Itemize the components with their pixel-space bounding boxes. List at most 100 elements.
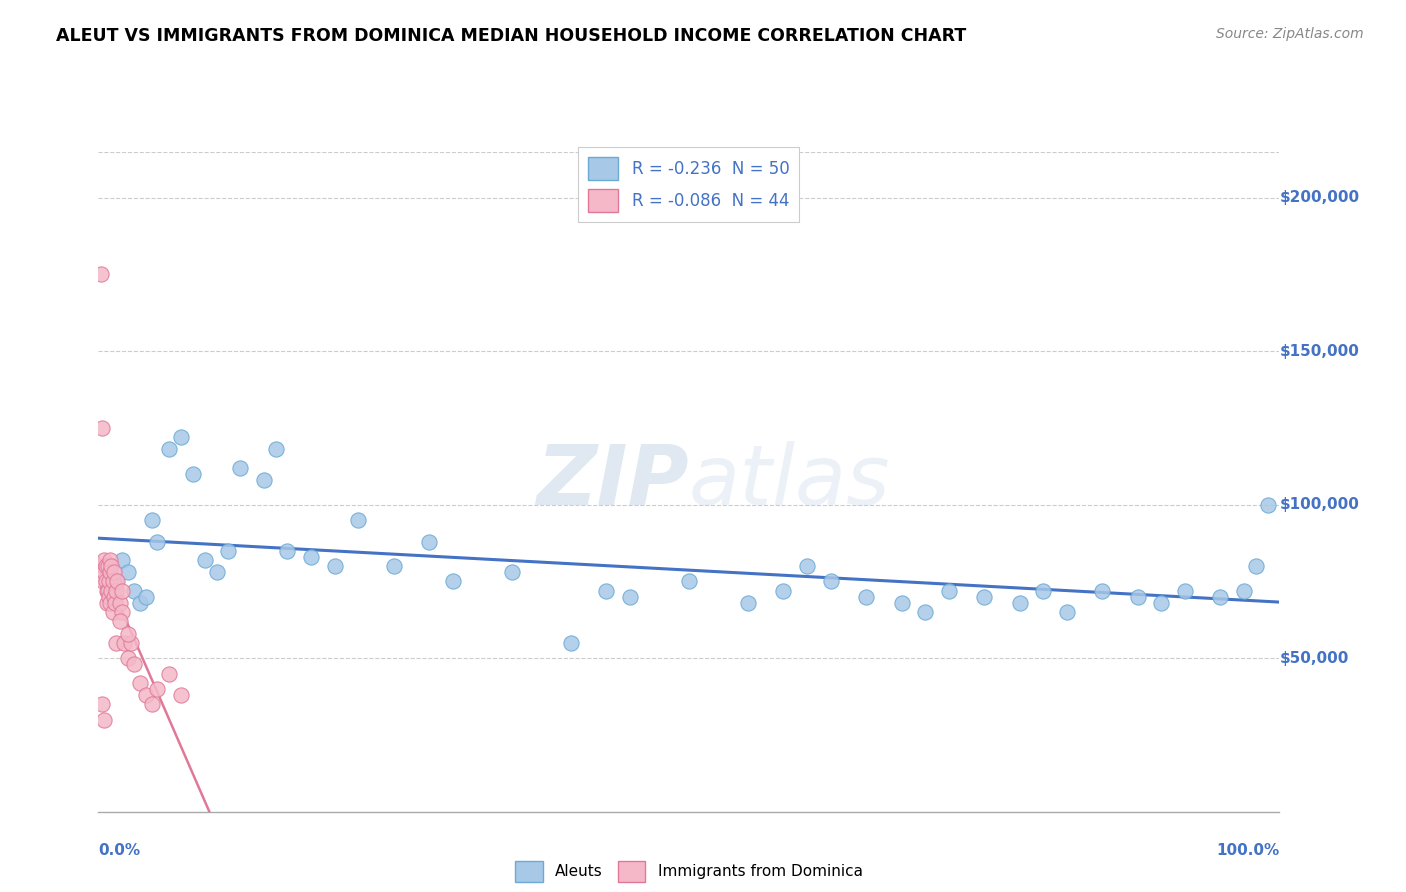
Point [820,574,842,589]
Point [418,534,440,549]
Text: atlas: atlas [689,442,890,522]
Point [90,268,112,282]
Point [105,636,128,650]
Point [91,559,114,574]
Point [91,421,114,435]
Point [117,651,139,665]
Point [299,549,322,564]
Point [96,583,118,598]
Point [146,681,169,696]
Point [157,442,180,457]
Text: 0.0%: 0.0% [98,843,141,858]
Point [1126,590,1149,604]
Point [100,583,122,598]
Text: Source: ZipAtlas.com: Source: ZipAtlas.com [1216,27,1364,41]
Point [855,590,877,604]
Point [253,473,276,487]
Point [101,605,124,619]
Text: $150,000: $150,000 [1279,343,1360,359]
Point [938,583,960,598]
Point [772,583,794,598]
Point [105,583,128,598]
Point [111,605,134,619]
Point [122,583,145,598]
Point [1008,596,1031,610]
Point [93,566,115,580]
Point [104,596,127,610]
Point [96,596,118,610]
Point [737,596,759,610]
Point [973,590,995,604]
Point [1209,590,1232,604]
Point [135,590,157,604]
Point [105,574,128,589]
Point [157,666,180,681]
Point [441,574,464,589]
Point [347,513,370,527]
Point [323,559,346,574]
Point [501,566,523,580]
Point [122,657,145,672]
Point [111,583,134,598]
Text: ALEUT VS IMMIGRANTS FROM DOMINICA MEDIAN HOUSEHOLD INCOME CORRELATION CHART: ALEUT VS IMMIGRANTS FROM DOMINICA MEDIAN… [56,27,966,45]
Point [229,461,252,475]
Point [100,559,122,574]
Point [146,534,169,549]
Point [1174,583,1197,598]
Point [103,566,125,580]
Point [98,553,121,567]
Point [678,574,700,589]
Text: ZIP: ZIP [536,442,689,522]
Point [1244,559,1267,574]
Point [91,698,114,712]
Point [170,688,193,702]
Point [97,583,120,598]
Point [914,605,936,619]
Point [170,430,193,444]
Point [890,596,912,610]
Point [108,596,131,610]
Point [181,467,204,481]
Point [98,590,121,604]
Point [97,559,120,574]
Text: 100.0%: 100.0% [1216,843,1279,858]
Legend: R = -0.236  N = 50, R = -0.086  N = 44: R = -0.236 N = 50, R = -0.086 N = 44 [578,147,800,222]
Point [93,713,115,727]
Point [796,559,818,574]
Point [276,543,298,558]
Text: $200,000: $200,000 [1279,190,1360,205]
Point [217,543,239,558]
Point [117,626,139,640]
Point [1257,498,1279,512]
Point [121,636,143,650]
Point [205,566,228,580]
Point [560,636,582,650]
Point [141,513,163,527]
Point [98,566,121,580]
Point [105,574,128,589]
Point [595,583,617,598]
Point [93,553,115,567]
Point [194,553,217,567]
Point [1032,583,1054,598]
Text: $50,000: $50,000 [1279,650,1348,665]
Point [128,675,150,690]
Point [98,596,121,610]
Point [619,590,641,604]
Point [112,636,135,650]
Point [94,559,117,574]
Point [1150,596,1173,610]
Point [101,574,124,589]
Point [98,574,121,589]
Point [98,559,121,574]
Point [141,698,163,712]
Point [1091,583,1114,598]
Point [1056,605,1078,619]
Point [111,553,134,567]
Point [1233,583,1256,598]
Point [135,688,157,702]
Point [103,590,125,604]
Text: $100,000: $100,000 [1279,497,1360,512]
Point [108,615,131,629]
Point [91,574,114,589]
